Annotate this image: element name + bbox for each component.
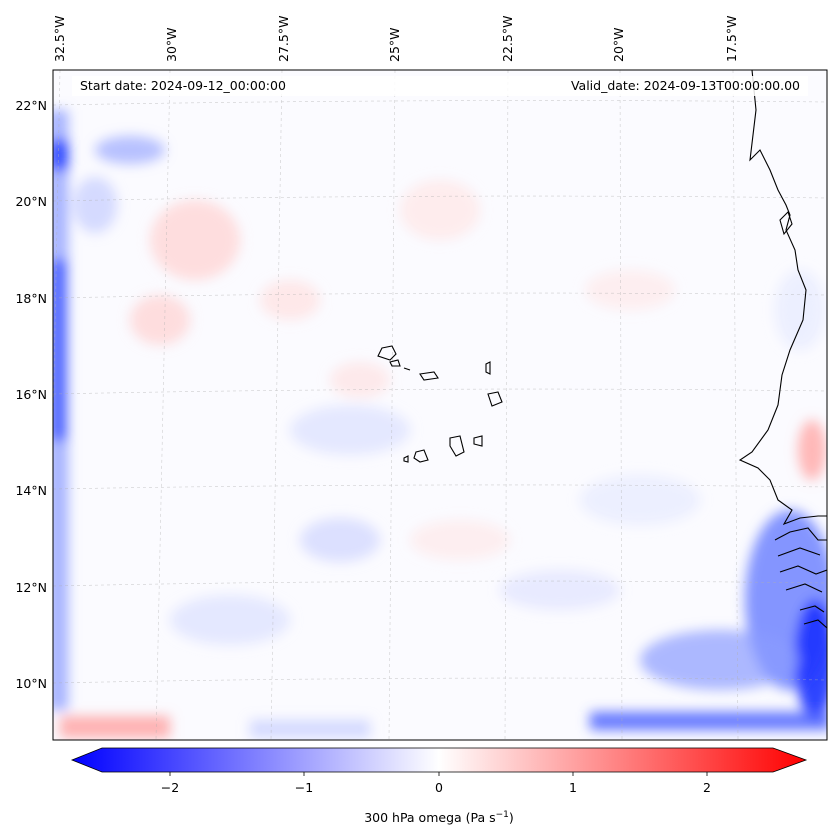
lon-label-22-5w: 22.5°W: [500, 16, 515, 62]
colorbar-tick-0: 0: [435, 780, 443, 795]
omega-field-patches: [53, 110, 827, 738]
lon-label-17-5w: 17.5°W: [724, 16, 739, 62]
start-date-label: Start date: 2024-09-12_00:00:00: [80, 78, 286, 93]
lat-label-10n: 10°N: [15, 676, 47, 691]
colorbar-label-sup: −1: [496, 810, 509, 820]
omega-field: Start date: 2024-09-12_00:00:00 Valid_da…: [53, 70, 827, 740]
africa-coastline: [738, 70, 827, 526]
date-info-box: [72, 76, 808, 96]
colorbar-tick-minus-2: −2: [161, 780, 179, 795]
colorbar-tick-1: 1: [569, 780, 577, 795]
coastlines: [377, 70, 827, 629]
valid-date-label: Valid_date: 2024-09-13T00:00:00.00: [571, 78, 800, 93]
island-boa-vista: [487, 391, 503, 407]
colorbar-tick-2: 2: [703, 780, 711, 795]
lat-label-20n: 20°N: [15, 194, 47, 209]
island-santo-antao: [377, 345, 397, 361]
lat-label-14n: 14°N: [15, 483, 47, 498]
colorbar-label: 300 hPa omega (Pa s−1): [364, 810, 514, 825]
graticule: [53, 70, 827, 740]
lat-label-12n: 12°N: [15, 580, 47, 595]
island-santiago: [449, 435, 465, 457]
lat-label-18n: 18°N: [15, 291, 47, 306]
colorbar-bar: [70, 747, 808, 773]
colorbar: −2 −1 0 1 2 300 hPa omega (Pa s−1): [70, 747, 808, 825]
colorbar-tick-minus-1: −1: [295, 780, 313, 795]
lon-label-20w: 20°W: [611, 27, 626, 62]
lon-label-32-5w: 32.5°W: [52, 16, 67, 62]
latitude-labels: 22°N 20°N 18°N 16°N 14°N 12°N 10°N: [15, 98, 47, 691]
lon-label-27-5w: 27.5°W: [276, 16, 291, 62]
lat-label-22n: 22°N: [15, 98, 47, 113]
colorbar-label-close: ): [509, 810, 514, 825]
lon-label-30w: 30°W: [164, 27, 179, 62]
colorbar-ticks: [169, 772, 708, 776]
longitude-labels: 32.5°W 30°W 27.5°W 25°W 22.5°W 20°W 17.5…: [52, 16, 739, 62]
map-frame: [52, 69, 828, 741]
colorbar-label-main: 300 hPa omega (Pa s: [364, 810, 495, 825]
lon-label-25w: 25°W: [387, 27, 402, 62]
island-fogo: [413, 449, 429, 463]
lat-label-16n: 16°N: [15, 387, 47, 402]
